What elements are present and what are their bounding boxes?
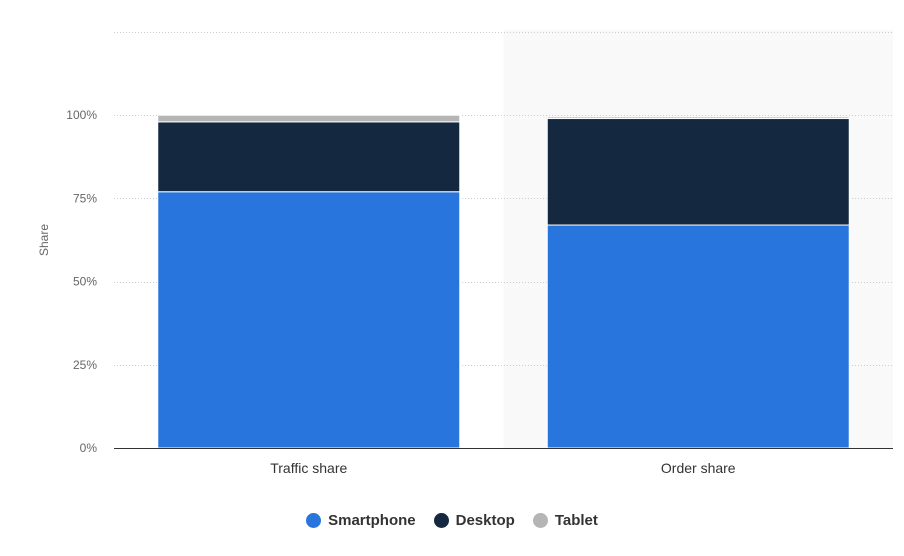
bar-segment-tablet[interactable]: [546, 116, 850, 120]
legend-marker-icon: [433, 512, 449, 528]
y-tick-label: 100%: [66, 108, 97, 122]
bar-segment-desktop[interactable]: [157, 121, 461, 193]
x-category-label: Traffic share: [270, 460, 347, 476]
legend: Smartphone Desktop Tablet: [0, 506, 904, 534]
x-category-label: Order share: [661, 460, 736, 476]
y-tick-label: 0%: [80, 441, 98, 455]
bar-segment-smartphone[interactable]: [546, 224, 850, 449]
legend-item-desktop[interactable]: Desktop: [433, 511, 515, 529]
bars: [157, 114, 850, 449]
bar-segment-desktop[interactable]: [546, 118, 850, 226]
legend-marker-icon: [532, 512, 548, 528]
legend-marker-icon: [306, 512, 322, 528]
legend-label: Smartphone: [328, 511, 416, 529]
y-axis-ticks: 0% 25% 50% 75% 100%: [66, 108, 97, 455]
bar-segment-tablet[interactable]: [157, 114, 461, 123]
legend-item-tablet[interactable]: Tablet: [532, 511, 598, 529]
bar-segment-smartphone[interactable]: [157, 191, 461, 449]
legend-item-smartphone[interactable]: Smartphone: [306, 512, 416, 529]
legend-label: Tablet: [554, 511, 598, 529]
y-tick-label: 50%: [73, 275, 97, 289]
x-axis-labels: Traffic share Order share: [270, 460, 736, 476]
y-axis-title: Share: [37, 224, 51, 256]
y-tick-label: 75%: [73, 191, 97, 205]
legend-label: Desktop: [455, 511, 515, 529]
y-tick-label: 25%: [73, 358, 97, 372]
